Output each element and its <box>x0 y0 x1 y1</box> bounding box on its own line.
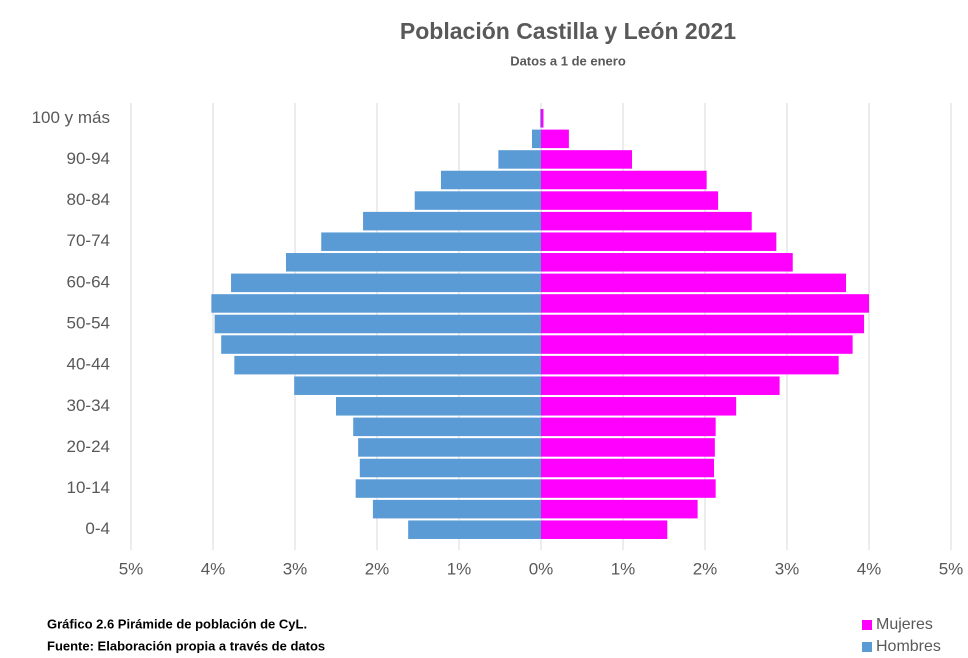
bar <box>363 211 541 231</box>
bar <box>359 458 541 478</box>
bar <box>214 314 541 334</box>
bar <box>541 314 865 334</box>
x-tick-label: 5% <box>119 559 144 578</box>
bar <box>221 335 541 354</box>
caption: Fuente: Elaboración propia a través de d… <box>47 638 325 653</box>
bar <box>440 170 541 190</box>
bar <box>541 232 777 251</box>
bar <box>541 438 715 457</box>
x-tick-label: 1% <box>447 559 472 578</box>
bar <box>231 273 542 293</box>
bar <box>353 417 541 437</box>
legend-swatch <box>862 620 872 630</box>
y-tick-label: 50-54 <box>67 313 110 332</box>
legend-label: Mujeres <box>876 616 933 633</box>
x-tick-label: 5% <box>939 559 964 578</box>
bar <box>541 417 716 437</box>
y-tick-label: 40-44 <box>67 355 110 374</box>
x-tick-label: 0% <box>529 559 554 578</box>
bar <box>358 438 541 457</box>
bar <box>285 253 541 272</box>
y-tick-label: 60-64 <box>67 272 110 291</box>
bar <box>541 499 698 519</box>
bar <box>541 520 668 539</box>
legend-label: Hombres <box>876 638 941 655</box>
y-tick-label: 10-14 <box>67 478 110 497</box>
x-tick-label: 4% <box>857 559 882 578</box>
bar <box>541 273 847 293</box>
bar <box>355 479 541 498</box>
x-tick-label: 3% <box>775 559 800 578</box>
bar <box>211 294 542 313</box>
bar <box>541 397 737 416</box>
y-tick-label: 20-24 <box>67 437 110 456</box>
bar <box>541 355 839 375</box>
bar <box>541 376 780 395</box>
bar <box>541 191 719 210</box>
bar <box>414 191 541 210</box>
bar <box>372 499 541 519</box>
caption: Gráfico 2.6 Pirámide de población de CyL… <box>47 616 307 631</box>
legend-swatch <box>862 642 872 652</box>
x-tick-label: 2% <box>693 559 718 578</box>
y-tick-label: 80-84 <box>67 190 110 209</box>
bar <box>234 355 541 375</box>
bar <box>498 150 541 169</box>
chart-title: Población Castilla y León 2021 <box>400 18 736 44</box>
x-tick-label: 1% <box>611 559 636 578</box>
bar <box>321 232 541 251</box>
y-tick-label: 70-74 <box>67 231 110 250</box>
bar <box>541 294 869 313</box>
x-tick-label: 2% <box>365 559 390 578</box>
y-tick-label: 0-4 <box>85 519 110 538</box>
bar <box>294 376 541 395</box>
y-tick-label: 30-34 <box>67 396 110 415</box>
bar <box>541 253 793 272</box>
chart-subtitle: Datos a 1 de enero <box>510 53 626 68</box>
bar <box>336 397 541 416</box>
bar <box>541 129 569 149</box>
bar <box>541 150 633 169</box>
bar <box>531 129 541 149</box>
bar <box>541 211 752 231</box>
y-tick-label: 100 y más <box>32 108 110 127</box>
x-tick-label: 3% <box>283 559 308 578</box>
bar <box>540 109 541 128</box>
bar <box>541 458 715 478</box>
y-tick-label: 90-94 <box>67 149 110 168</box>
bar <box>541 335 853 354</box>
bar <box>541 479 716 498</box>
bar <box>541 109 544 128</box>
bar <box>408 520 541 539</box>
bar <box>541 170 707 190</box>
x-tick-label: 4% <box>201 559 226 578</box>
